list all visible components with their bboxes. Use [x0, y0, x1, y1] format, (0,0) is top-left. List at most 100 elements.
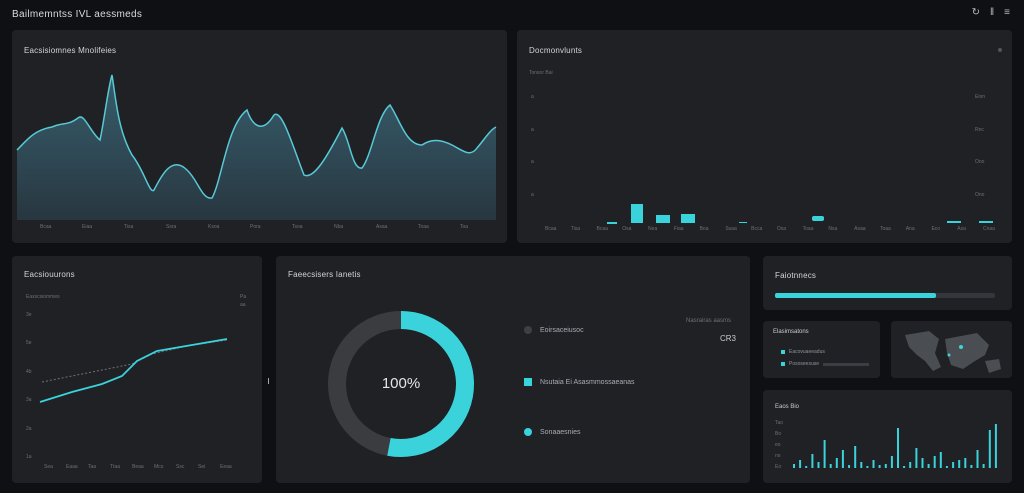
axis-tick-label: Sei — [198, 464, 206, 470]
axis-tick-label: Eo — [775, 464, 782, 470]
bar — [631, 204, 643, 223]
bar — [979, 221, 993, 223]
spike-bar — [866, 466, 869, 468]
axis-tick-label: a — [531, 94, 534, 100]
spike-bar — [976, 450, 979, 468]
axis-tick-label: Tao — [775, 420, 784, 426]
donut-legend-item-2: Nsutaia Ei Asasmmossaeanas — [524, 378, 635, 386]
axis-tick-label: no — [775, 453, 781, 459]
progress-track — [775, 293, 995, 298]
spike-bar — [958, 460, 961, 468]
spike-bar — [927, 464, 930, 468]
spike-bar — [848, 465, 851, 468]
line-series-primary — [39, 338, 228, 403]
axis-tick-label: 3e — [26, 312, 32, 318]
axis-tick-label: Bcaa — [596, 226, 608, 232]
refresh-icon[interactable]: ↻ — [971, 7, 981, 18]
bar-chart-title: Docmonvlunts — [529, 46, 583, 55]
spike-bar — [988, 430, 991, 468]
donut-title: Faeecsisers Ianetis — [288, 270, 361, 279]
menu-icon[interactable]: ≡ — [1004, 7, 1010, 18]
axis-tick-label: Eeaa — [220, 464, 232, 470]
line-top-value-1: Pa — [240, 294, 247, 300]
donut-legend-label: Nsutaia Ei Asasmmossaeanas — [540, 378, 635, 386]
axis-tick-label: 1a — [26, 454, 32, 460]
donut-legend-item-1: Eoirsaceiusoc — [524, 326, 584, 334]
map-marker — [959, 345, 963, 349]
line-series-secondary — [41, 339, 228, 383]
donut-top-right-value: CR3 — [720, 334, 737, 343]
bar — [681, 214, 695, 223]
axis-tick-label: Asaa — [376, 224, 388, 230]
map-landmass — [985, 359, 1001, 373]
donut-center-label: 100% — [382, 375, 420, 392]
spike-bar — [970, 465, 973, 468]
spike-bar — [933, 456, 936, 468]
axis-tick-label: 4b — [26, 368, 32, 375]
spike-bar — [799, 460, 802, 468]
small-list-row-2: Pososeesuse — [781, 361, 870, 367]
map-graphic — [905, 331, 1001, 373]
axis-tick-label: Bcaa — [40, 224, 52, 230]
line-top-value-2: aa — [240, 302, 246, 308]
axis-tick-label: Mco — [154, 464, 164, 470]
spike-bar — [841, 450, 844, 468]
bar-chart — [607, 204, 993, 224]
spike-bar — [884, 464, 887, 468]
pause-icon[interactable]: ‖ — [990, 7, 995, 18]
map-marker — [947, 353, 951, 357]
axis-tick-label: Toaa — [802, 226, 814, 232]
small-list-panel: Elasimsatons Eacovuaeeadus Pososeesuse — [763, 321, 880, 378]
axis-tick-label: Ttaa — [110, 464, 121, 470]
progress-title: Faiotnnecs — [775, 271, 817, 280]
spike-bar — [897, 428, 899, 468]
map-landmass — [945, 333, 989, 369]
area-line — [16, 74, 497, 199]
axis-tick-label: Bo — [775, 431, 782, 437]
axis-tick-label: Nba — [334, 224, 344, 230]
app-title: Bailmemntss IVL aessmeds — [12, 9, 143, 20]
window-controls: ↻ ‖ ≡ — [972, 7, 1010, 18]
spike-bar — [878, 465, 881, 468]
axis-tick-label: Cnaa — [983, 226, 995, 232]
spike-bar — [829, 464, 832, 468]
bar-chart-panel: Docmonvlunts Tonsor Bai a a a a Eion Rnc Ooo O… — [517, 30, 1012, 243]
axis-tick-label: Eion — [975, 94, 986, 100]
donut-chart: 100% — [328, 311, 474, 457]
progress-fill — [775, 293, 936, 298]
axis-tick-label: Boa — [699, 226, 709, 232]
donut-top-right-label: Nasrairas aasms — [686, 318, 732, 324]
axis-tick-label: a — [531, 159, 534, 166]
axis-tick-label: 5e — [26, 340, 32, 347]
donut-legend-label: Eoirsaceiusoc — [540, 326, 584, 334]
axis-tick-label: Beaa — [132, 464, 144, 470]
donut-value-arc — [328, 311, 474, 457]
small-list-label: Eacovuaeeadus — [789, 349, 825, 355]
donut-legend-item-3: Sonaaesnies — [524, 428, 580, 436]
axis-tick-label: Fiaa — [673, 226, 684, 232]
spike-bar — [994, 424, 997, 468]
spike-bar — [835, 458, 838, 468]
bar — [656, 215, 670, 223]
donut-panel: Faeecsisers Ianetis Nasrairas aasms CR3 … — [276, 256, 750, 483]
progress-panel: Faiotnnecs — [763, 256, 1012, 310]
axis-tick-label: Asaa — [854, 226, 866, 232]
spike-bar — [823, 440, 826, 468]
line-chart-title: Eacsiouurons — [24, 270, 75, 279]
spike-bar — [860, 462, 863, 468]
axis-tick-label: Eco — [931, 226, 941, 232]
spike-bar — [817, 462, 820, 468]
axis-tick-label: Eaaa — [66, 464, 78, 470]
axis-tick-label: Taa — [88, 464, 97, 470]
axis-tick-label: Tisa — [570, 226, 581, 232]
spike-bar — [793, 464, 795, 468]
axis-tick-label: a — [531, 126, 534, 133]
spike-bar — [921, 458, 924, 468]
list-dot-icon — [781, 362, 785, 366]
axis-tick-label: Toaa — [418, 224, 429, 230]
legend-dot-icon — [524, 378, 532, 386]
spike-bar — [945, 466, 948, 468]
donut-legend-label: Sonaaesnies — [540, 428, 581, 436]
spike-chart-panel: Eaos Bio Tao Bo eo no Eo — [763, 390, 1012, 483]
map-landmass — [905, 331, 941, 371]
